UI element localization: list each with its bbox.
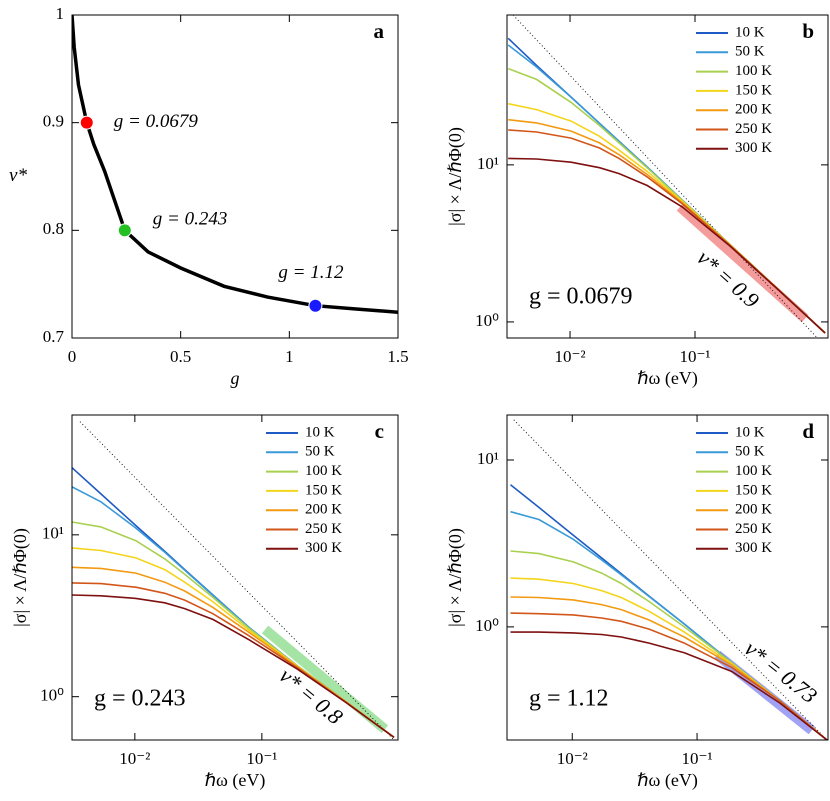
x-tick-label: 10⁻² <box>557 749 588 768</box>
y-axis-label: |σ| × Λ/ℏΦ(0) <box>445 528 466 627</box>
point-label: g = 0.0679 <box>114 111 199 132</box>
y-axis-label: |σ| × Λ/ℏΦ(0) <box>445 127 466 226</box>
reference-line <box>512 15 818 338</box>
panel-label: b <box>802 19 814 43</box>
legend-label: 10 K <box>735 24 765 40</box>
axes-frame <box>71 14 399 339</box>
point-label: g = 0.243 <box>153 209 228 230</box>
y-tick-label: 0.7 <box>43 327 65 346</box>
plot-area <box>510 419 828 740</box>
axes-frame <box>506 14 829 339</box>
point-label: g = 1.12 <box>278 262 344 283</box>
series-line <box>510 631 828 740</box>
series-line <box>508 157 826 334</box>
series-line <box>510 596 828 740</box>
series-line <box>72 15 398 314</box>
x-tick-label: 10⁻¹ <box>679 347 710 366</box>
x-axis-label: ℏω (eV) <box>205 770 266 791</box>
plot-area <box>507 15 826 338</box>
y-tick-label: 1 <box>56 4 65 23</box>
legend-label: 200 K <box>305 502 342 518</box>
legend-label: 10 K <box>735 424 765 440</box>
legend-label: 250 K <box>305 521 342 537</box>
legend-label: 10 K <box>305 424 335 440</box>
axes-frame <box>71 414 399 741</box>
panel: 10⁻² 10⁻¹ 10⁰ 10¹ 10 K 50 K 100 K 150 K 200 K 250… <box>10 414 399 791</box>
x-tick-label: 1 <box>285 347 294 366</box>
legend-label: 100 K <box>735 463 772 479</box>
legend-label: 100 K <box>305 463 342 479</box>
point <box>79 115 94 130</box>
y-tick-label: 10⁰ <box>475 311 499 330</box>
annotation: g = 0.0679 <box>529 284 633 310</box>
fit-label: ν* = 0.73 <box>740 636 822 709</box>
panel-label: a <box>374 19 385 43</box>
x-tick-label: 10⁻² <box>119 749 150 768</box>
annotation: g = 1.12 <box>529 686 609 712</box>
series-line <box>72 582 395 739</box>
panel: 0 0.5 1 1.5 0.7 0.8 0.9 1 g = 0.0679 g = 0.243 g =… <box>9 4 409 388</box>
series-line <box>510 550 828 740</box>
legend-label: 150 K <box>735 82 772 98</box>
y-tick-label: 10⁰ <box>475 616 499 635</box>
x-tick-label: 1.5 <box>387 347 408 366</box>
x-axis-label: g <box>231 368 240 388</box>
series-line <box>510 612 828 740</box>
legend-label: 50 K <box>735 444 765 460</box>
x-tick-label: 10⁻¹ <box>246 749 277 768</box>
point <box>308 298 323 313</box>
y-tick-label: 10⁰ <box>40 686 64 705</box>
x-tick-label: 10⁻¹ <box>682 749 713 768</box>
axes-frame <box>506 414 829 741</box>
x-axis-label: ℏω (eV) <box>637 770 698 791</box>
plot-area <box>72 421 395 740</box>
plot-area <box>72 15 398 314</box>
x-tick-label: 0.5 <box>170 347 191 366</box>
legend-label: 50 K <box>305 444 335 460</box>
x-tick-label: 10⁻² <box>554 347 585 366</box>
panel: 10⁻² 10⁻¹ 10⁰ 10¹ 10 K 50 K 100 K 150 K 200 K 250… <box>445 414 829 791</box>
panel-label: d <box>802 419 814 443</box>
legend-label: 300 K <box>305 540 342 556</box>
x-axis-label: ℏω (eV) <box>637 368 698 389</box>
annotation: g = 0.243 <box>94 686 186 712</box>
fit-band <box>676 203 809 323</box>
fit-band <box>261 625 389 734</box>
y-axis-label: |σ| × Λ/ℏΦ(0) <box>10 528 31 627</box>
x-tick-label: 0 <box>68 347 77 366</box>
legend-label: 200 K <box>735 502 772 518</box>
y-tick-label: 10¹ <box>42 524 64 543</box>
legend-label: 200 K <box>735 102 772 118</box>
y-axis-label: ν* <box>9 165 27 186</box>
y-tick-label: 0.9 <box>43 112 64 131</box>
legend-label: 150 K <box>735 482 772 498</box>
y-tick-label: 10¹ <box>477 449 499 468</box>
y-tick-label: 0.8 <box>43 219 64 238</box>
series-line <box>72 594 395 739</box>
panel-label: c <box>375 419 384 443</box>
point <box>117 223 132 238</box>
panel: 10⁻² 10⁻¹ 10⁰ 10¹ 10 K 50 K 100 K 150 K 200 K 250… <box>445 14 829 389</box>
legend-label: 300 K <box>735 140 772 156</box>
legend-label: 250 K <box>735 521 772 537</box>
legend-label: 300 K <box>735 540 772 556</box>
legend-label: 150 K <box>305 482 342 498</box>
y-tick-label: 10¹ <box>477 154 499 173</box>
legend-label: 100 K <box>735 63 772 79</box>
legend-label: 250 K <box>735 121 772 137</box>
legend-label: 50 K <box>735 44 765 60</box>
